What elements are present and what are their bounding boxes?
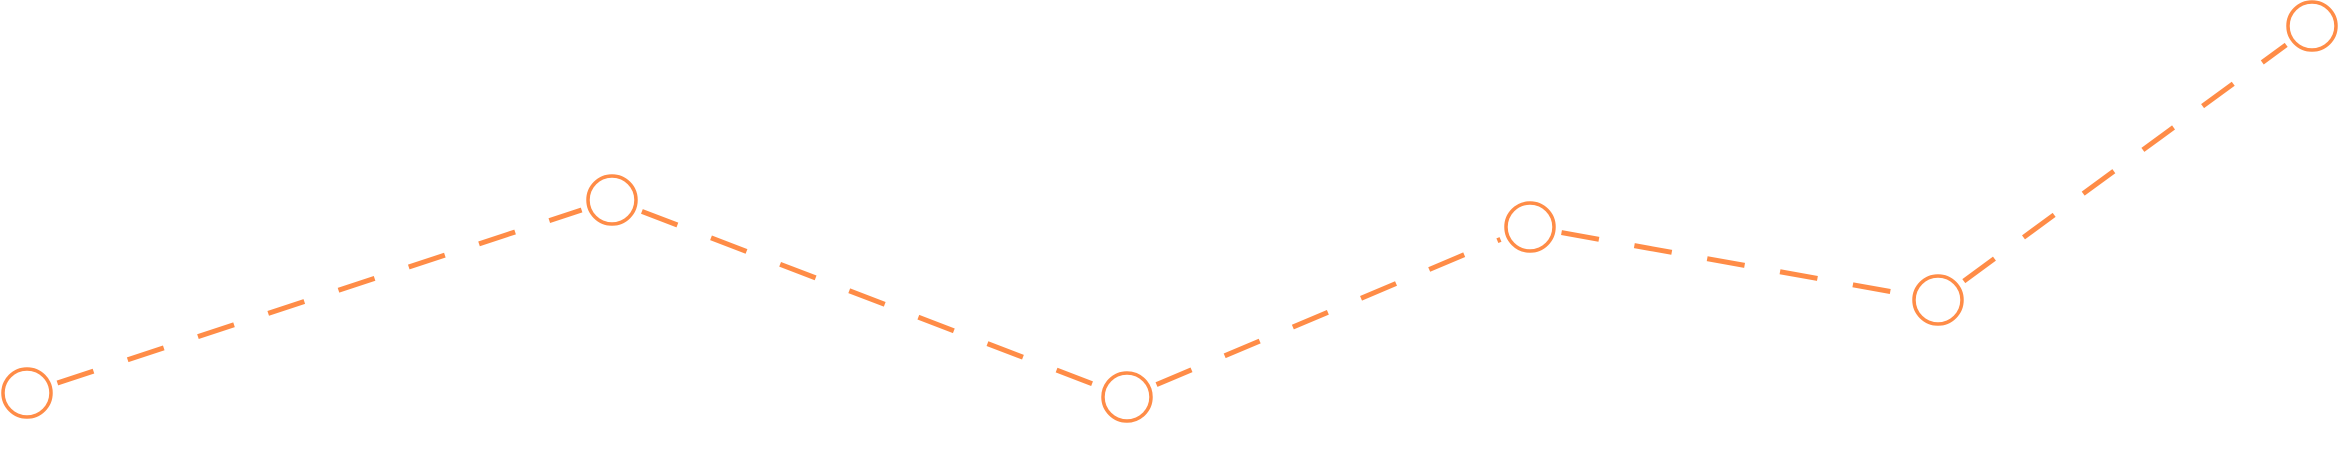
path-segment-3	[1155, 237, 1502, 387]
path-marker-3	[1101, 371, 1153, 423]
path-segment-1	[56, 207, 583, 386]
path-markers	[1, 0, 2338, 423]
path-segment-4	[1561, 230, 1907, 297]
path-marker-2	[586, 174, 638, 226]
path-segment-2	[641, 209, 1098, 388]
path-segment-5	[1962, 42, 2288, 284]
path-marker-6	[2286, 0, 2338, 52]
path-marker-4	[1504, 201, 1556, 253]
path-marker-1	[1, 367, 53, 419]
path-marker-5	[1912, 274, 1964, 326]
path-segments	[56, 42, 2288, 388]
